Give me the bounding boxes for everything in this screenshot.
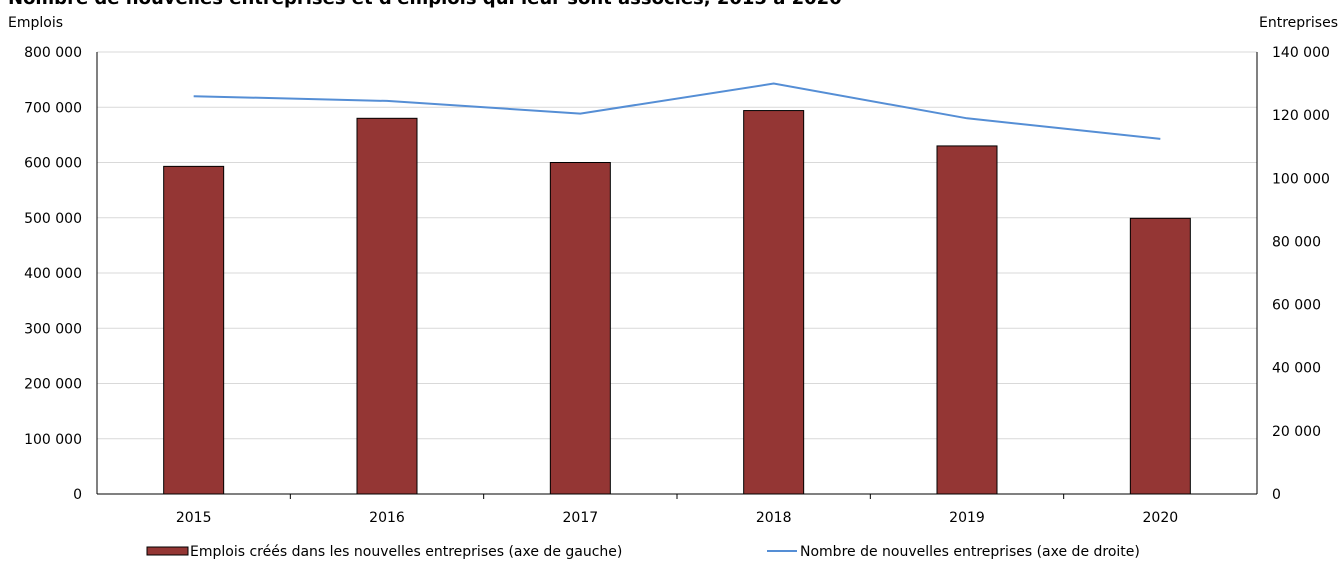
y2-tick-label: 140 000: [1272, 45, 1330, 61]
y-tick-label: 400 000: [24, 266, 82, 282]
legend-label: Nombre de nouvelles entreprises (axe de …: [800, 544, 1140, 560]
x-tick-label: 2015: [176, 510, 212, 526]
y-tick-label: 600 000: [24, 156, 82, 172]
y-tick-label: 200 000: [24, 377, 82, 393]
x-tick-label: 2019: [949, 510, 985, 526]
y-tick-label: 800 000: [24, 45, 82, 61]
bar: [936, 145, 998, 495]
bar: [1129, 217, 1191, 495]
y-axis-label: Emplois: [8, 15, 63, 31]
legend-swatch: [146, 546, 189, 556]
chart-title: Nombre de nouvelles entreprises et d'emp…: [8, 0, 842, 9]
y-tick-label: 700 000: [24, 100, 82, 116]
y-tick-label: 500 000: [24, 211, 82, 227]
y2-tick-label: 80 000: [1272, 234, 1321, 250]
bar: [356, 117, 418, 495]
y2-tick-label: 60 000: [1272, 298, 1321, 314]
x-tick-label: 2020: [1143, 510, 1179, 526]
bar: [163, 165, 225, 495]
x-tick-label: 2018: [756, 510, 792, 526]
y-tick-label: 300 000: [24, 321, 82, 337]
y2-tick-label: 0: [1272, 487, 1281, 503]
line: [193, 82, 1161, 140]
x-tick-label: 2017: [563, 510, 599, 526]
y2-axis-label: Entreprises: [1259, 15, 1338, 31]
y2-tick-label: 40 000: [1272, 361, 1321, 377]
y-tick-label: 100 000: [24, 432, 82, 448]
bar: [743, 110, 805, 495]
y2-tick-label: 20 000: [1272, 424, 1321, 440]
y2-tick-label: 100 000: [1272, 171, 1330, 187]
legend-label: Emplois créés dans les nouvelles entrepr…: [190, 544, 622, 560]
bar: [549, 162, 611, 495]
y-tick-label: 0: [73, 487, 82, 503]
y2-tick-label: 120 000: [1272, 108, 1330, 124]
x-tick-label: 2016: [369, 510, 405, 526]
